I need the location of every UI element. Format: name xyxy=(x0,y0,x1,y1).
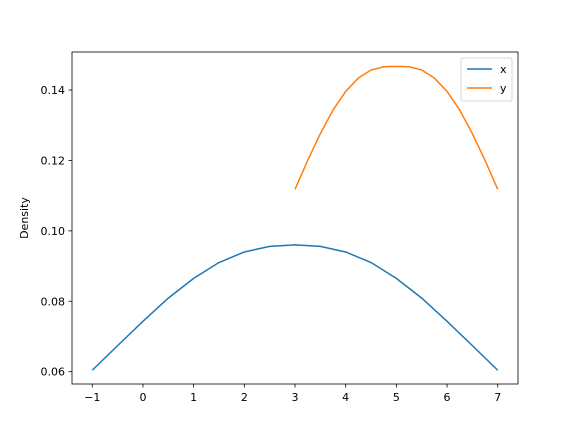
x-tick-label: 0 xyxy=(139,391,146,404)
x-tick-label: 6 xyxy=(444,391,451,404)
x-tick-label: 2 xyxy=(241,391,248,404)
x-tick-label: 5 xyxy=(393,391,400,404)
y-axis-label: Density xyxy=(18,197,31,239)
ticks-layer: −1 0 1 2 3 4 5 6 7 0.06 0.08 0.10 0.12 0.14 xyxy=(41,84,502,404)
legend-label-y: y xyxy=(500,82,507,95)
series-line-y xyxy=(294,65,499,190)
y-tick-label: 0.08 xyxy=(41,295,66,308)
y-tick-label: 0.12 xyxy=(41,154,66,167)
legend-label-x: x xyxy=(500,63,507,76)
x-tick-label: 7 xyxy=(494,391,501,404)
y-tick-label: 0.06 xyxy=(41,366,66,379)
legend: xy xyxy=(460,57,513,102)
x-tick-label: −1 xyxy=(84,391,100,404)
y-tick-label: 0.10 xyxy=(41,225,66,238)
y-tick-label: 0.14 xyxy=(41,84,66,97)
x-tick-label: 1 xyxy=(190,391,197,404)
x-tick-label: 3 xyxy=(292,391,299,404)
x-tick-label: 4 xyxy=(342,391,349,404)
plot-frame xyxy=(71,51,519,385)
series-layer xyxy=(91,65,499,371)
series-line-x xyxy=(91,244,499,371)
